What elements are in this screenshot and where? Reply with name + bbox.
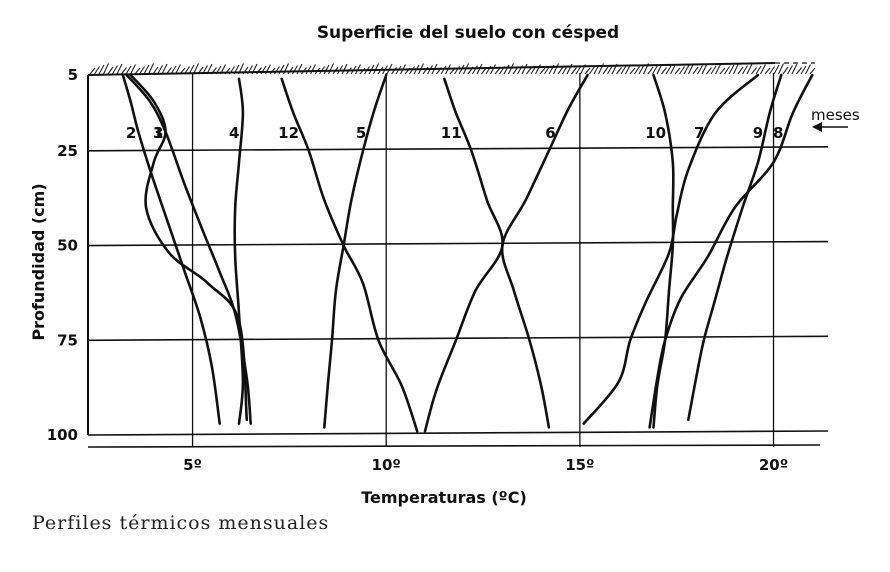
series-lines [121,73,814,433]
series-line-4 [233,77,245,425]
series-line-10 [652,73,675,429]
plot-frame [87,62,821,448]
series-line-9 [687,73,783,422]
series-label-4: 4 [229,124,239,142]
figure-caption: Perfiles térmicos mensuales [32,512,330,534]
series-line-11 [423,77,504,433]
series-label-6: 6 [545,124,555,142]
series-line-3 [129,73,249,422]
hgrid-line [87,240,829,247]
series-label-7: 7 [694,124,704,142]
hgrid-line [87,430,829,436]
series-label-10: 10 [645,124,666,142]
x-tick-labels: 5º 10º 15º 20º [183,456,788,474]
months-annotation: meses [811,106,860,124]
arrow-icon [812,122,848,132]
series-line-8 [648,73,814,429]
series-line-7 [582,73,760,425]
series-label-9: 9 [753,124,763,142]
bottom-axis [87,444,821,448]
hgrid-line [87,145,829,152]
y-tick-label: 75 [57,331,78,349]
series-label-8: 8 [773,124,783,142]
series-line-12 [280,77,419,433]
series-label-1: 1 [153,124,163,142]
y-tick-label: 50 [57,237,78,255]
chart-title: Superficie del suelo con césped [317,23,619,43]
surface-line [87,62,776,76]
series-label-5: 5 [356,124,366,142]
series-label-2: 2 [126,124,136,142]
x-tick-label: 15º [565,456,594,474]
x-axis-label: Temperaturas (ºC) [361,488,527,507]
y-tick-label: 25 [57,142,78,160]
x-tick-label: 5º [183,456,202,474]
series-label-12: 12 [278,124,299,142]
y-tick-label: 5 [68,66,78,84]
series-label-3: 3 [153,124,163,142]
series-label-11: 11 [441,124,462,142]
y-tick-labels: 5 25 50 75 100 [47,66,78,444]
y-axis-label: Profundidad (cm) [29,183,48,340]
series-line-2 [121,73,221,425]
x-tick-label: 10º [372,456,401,474]
x-tick-label: 20º [759,456,788,474]
y-tick-label: 100 [47,426,78,444]
